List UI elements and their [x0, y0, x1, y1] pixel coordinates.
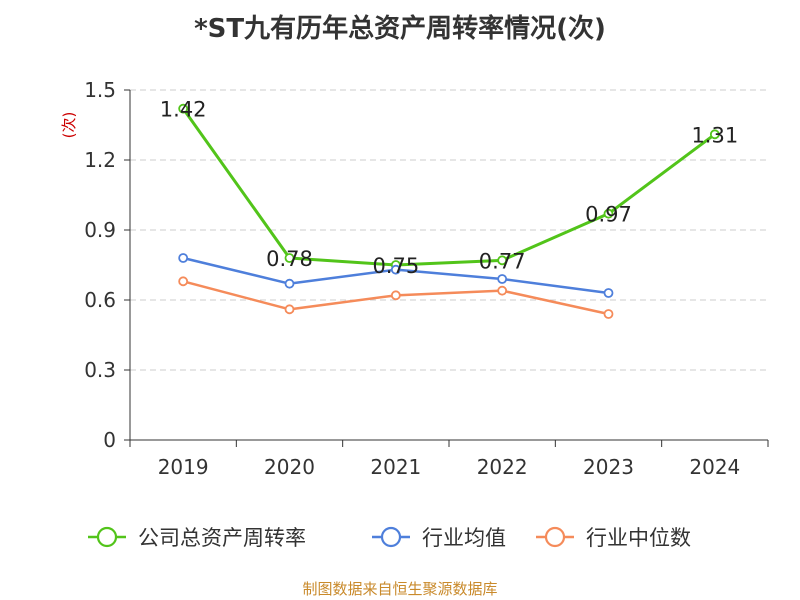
legend-label: 公司总资产周转率	[138, 526, 306, 550]
data-point	[603, 288, 614, 298]
data-point	[178, 253, 189, 263]
y-tick-label: 1.5	[84, 78, 116, 102]
y-tick-label: 0.3	[84, 358, 116, 382]
data-point	[178, 103, 189, 114]
y-axis-label: (次)	[60, 112, 78, 139]
data-point	[178, 276, 189, 287]
data-point	[284, 304, 295, 315]
data-point	[497, 285, 508, 296]
y-tick-label: 1.2	[84, 148, 116, 172]
legend-swatch-marker	[380, 526, 402, 548]
legend-item: 行业中位数	[536, 526, 691, 550]
data-point	[390, 290, 401, 301]
source-note: 制图数据来自恒生聚源数据库	[302, 580, 498, 598]
series-lines	[178, 103, 720, 319]
legend-item: 公司总资产周转率	[88, 526, 306, 550]
x-tick-label: 2021	[370, 455, 421, 479]
data-point	[284, 253, 295, 263]
legend-label: 行业均值	[422, 526, 506, 550]
data-point	[603, 309, 614, 319]
series-line	[181, 107, 716, 267]
x-tick-label: 2019	[158, 455, 209, 479]
legend: 公司总资产周转率 行业均值 行业中位数	[88, 526, 691, 550]
data-label: 1.31	[691, 123, 738, 147]
data-point	[497, 255, 508, 266]
x-tick-label: 2023	[583, 455, 634, 479]
x-tick-label: 2022	[477, 455, 528, 479]
legend-swatch-marker	[96, 526, 118, 548]
data-point	[497, 274, 508, 284]
y-tick-label: 0	[103, 428, 116, 452]
legend-label: 行业中位数	[586, 526, 691, 550]
legend-item: 行业均值	[372, 526, 506, 550]
data-label: 0.77	[479, 249, 526, 273]
data-label: 0.75	[372, 254, 419, 278]
data-labels: 1.42 0.78 0.75 0.77 0.97 1.31	[160, 98, 738, 278]
x-tick-label: 2024	[689, 455, 740, 479]
y-tick-label: 0.6	[84, 288, 116, 312]
data-point	[284, 278, 295, 289]
legend-swatch-marker	[544, 526, 566, 548]
x-tick-label: 2020	[264, 455, 315, 479]
data-label: 0.97	[585, 203, 632, 227]
axes: 0 0.3 0.6 0.9 1.2 1.5 2019 2020 2021 2022 2023 2024	[84, 78, 769, 479]
data-label: 1.42	[160, 98, 207, 122]
grid-lines	[130, 89, 768, 371]
y-tick-label: 0.9	[84, 218, 116, 242]
chart-title: *ST九有历年总资产周转率情况(次)	[194, 14, 606, 44]
data-point	[709, 129, 720, 140]
data-point	[390, 264, 401, 275]
data-point	[603, 208, 614, 219]
data-label: 0.78	[266, 247, 313, 271]
